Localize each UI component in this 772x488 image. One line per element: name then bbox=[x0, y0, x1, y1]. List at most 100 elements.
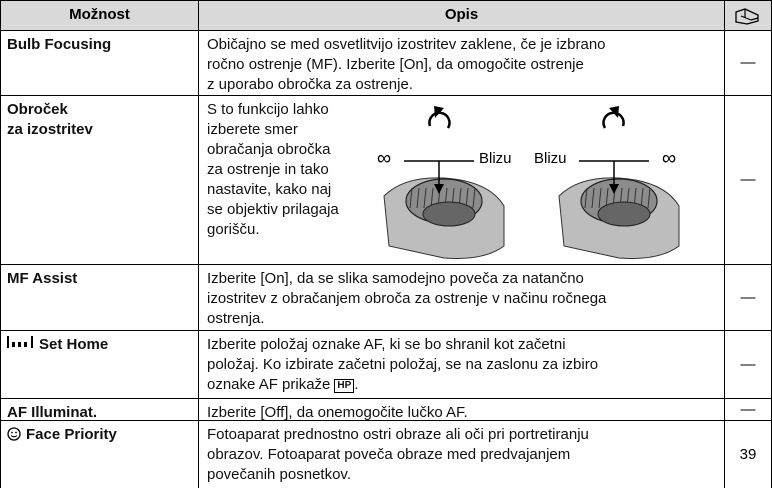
reference-cell: 39 bbox=[724, 420, 772, 488]
af-target-icon bbox=[7, 336, 33, 348]
option-line: MF Assist bbox=[7, 269, 192, 289]
option-line: Obroček bbox=[7, 100, 192, 120]
description-cell: Izberite [Off], da onemogočite lučko AF. bbox=[198, 398, 725, 421]
reference-text: — bbox=[740, 288, 756, 306]
description-text: Fotoaparat prednostno ostri obraze ali o… bbox=[207, 426, 589, 443]
option-text: MF Assist bbox=[7, 270, 78, 287]
reference-text: — bbox=[740, 355, 756, 373]
header-cell: Možnost bbox=[0, 0, 199, 31]
ring-ridge bbox=[472, 187, 476, 209]
description-line: se objektiv prilagaja bbox=[207, 200, 716, 220]
description-line: izberete smer bbox=[207, 120, 716, 140]
reference-cell: — bbox=[724, 30, 772, 96]
option-line: Set Home bbox=[7, 335, 192, 355]
face-icon-svg bbox=[7, 427, 21, 441]
reference-text: — bbox=[740, 400, 756, 418]
description-line: povečanih posnetkov. bbox=[207, 465, 716, 485]
description-line: nastavite, kako naj bbox=[207, 180, 716, 200]
reference-text: — bbox=[740, 54, 756, 71]
ring-ridge bbox=[416, 187, 420, 209]
pointer-arrow bbox=[434, 184, 444, 194]
description-line: ročno ostrenje (MF). Izberite [On], da o… bbox=[207, 55, 716, 75]
option-line: za izostritev bbox=[7, 120, 192, 140]
description-text: S to funkcijo lahko bbox=[207, 101, 329, 118]
header-description: Opis bbox=[444, 6, 479, 23]
description-line: obrazov. Fotoaparat poveča obraze med pr… bbox=[207, 445, 716, 465]
description-text: položaj. Ko izbirate začetni položaj, se… bbox=[207, 356, 599, 373]
description-line: z uporabo obročka za ostrenje. bbox=[207, 75, 716, 95]
reference-cell: — bbox=[724, 398, 772, 421]
description-line: S to funkcijo lahko bbox=[207, 100, 716, 120]
near-label: Blizu bbox=[479, 150, 512, 167]
option-cell: Bulb Focusing bbox=[0, 30, 199, 96]
option-text: Set Home bbox=[39, 336, 109, 353]
header-cell bbox=[724, 0, 772, 31]
description-text: se objektiv prilagaja bbox=[207, 201, 339, 218]
description-text: ostrenja. bbox=[207, 310, 265, 327]
option-cell: AF Illuminat. bbox=[0, 398, 199, 421]
hp-badge: HP bbox=[334, 379, 355, 393]
reference-text: 39 bbox=[739, 445, 757, 463]
description-text: oznake AF prikaže bbox=[207, 376, 331, 393]
lens-front bbox=[597, 201, 651, 227]
af-dots bbox=[12, 342, 27, 347]
option-text: Obroček bbox=[7, 101, 68, 118]
reference-text: — bbox=[740, 171, 756, 188]
infinity-label: ∞ bbox=[377, 147, 391, 169]
description-suffix: . bbox=[354, 376, 359, 393]
description-line: izostritev z obračanjem obroča za ostren… bbox=[207, 289, 716, 309]
option-cell: Face Priority bbox=[0, 420, 199, 488]
description-cell: Običajno se med osvetlitvijo izostritev … bbox=[198, 30, 725, 96]
arrow-head bbox=[434, 106, 444, 118]
description-text: za ostrenje in tako bbox=[207, 161, 329, 178]
description-line: Izberite [Off], da onemogočite lučko AF. bbox=[207, 403, 716, 423]
description-cell: Izberite [On], da se slika samodejno pov… bbox=[198, 264, 725, 331]
option-line: AF Illuminat. bbox=[7, 403, 192, 423]
pointer-arrow bbox=[609, 184, 619, 194]
reference-cell: — bbox=[724, 330, 772, 399]
description-text: ročno ostrenje (MF). Izberite [On], da o… bbox=[207, 56, 584, 73]
description-cell: Fotoaparat prednostno ostri obraze ali o… bbox=[198, 420, 725, 488]
description-cell: S to funkcijo lahko izberete smer obračanj… bbox=[198, 95, 725, 265]
description-line: obračanja obročka bbox=[207, 140, 716, 160]
header-option: Možnost bbox=[69, 6, 130, 23]
description-line: Izberite položaj oznake AF, ki se bo shr… bbox=[207, 335, 716, 355]
description-text: obračanja obročka bbox=[207, 141, 331, 158]
description-line: Izberite [On], da se slika samodejno pov… bbox=[207, 269, 716, 289]
option-text: za izostritev bbox=[7, 121, 93, 138]
description-text: nastavite, kako naj bbox=[207, 181, 332, 198]
rotation-arrow bbox=[602, 111, 625, 129]
description-text: izberete smer bbox=[207, 121, 298, 138]
infinity-label: ∞ bbox=[662, 147, 676, 169]
option-cell: MF Assist bbox=[0, 264, 199, 331]
description-line: položaj. Ko izbirate začetni položaj, se… bbox=[207, 355, 716, 375]
ring-ridge bbox=[584, 187, 588, 209]
option-text: AF Illuminat. bbox=[7, 404, 97, 421]
option-text: Bulb Focusing bbox=[7, 36, 112, 53]
rotation-arrow bbox=[428, 111, 451, 129]
face-icon bbox=[7, 427, 21, 447]
description-text: obrazov. Fotoaparat poveča obraze med pr… bbox=[207, 446, 571, 463]
arrow-head bbox=[609, 106, 619, 118]
ring-ridge bbox=[598, 187, 602, 209]
option-cell: Obroček za izostritev bbox=[0, 95, 199, 265]
ring-ridge bbox=[409, 187, 413, 209]
reference-icon bbox=[735, 8, 759, 25]
description-cell: Izberite položaj oznake AF, ki se bo shr… bbox=[198, 330, 725, 399]
description-text: z uporabo obročka za ostrenje. bbox=[207, 76, 413, 93]
description-text: Običajno se med osvetlitvijo izostritev … bbox=[207, 36, 606, 53]
focus-ring-figure: ∞ Blizu Blizu ∞ bbox=[377, 106, 680, 259]
ring-ridge bbox=[591, 187, 595, 209]
reference-cell: — bbox=[724, 264, 772, 331]
option-line: Face Priority bbox=[7, 425, 192, 447]
description-text: izostritev z obračanjem obroča za ostren… bbox=[207, 290, 607, 307]
description-line: Običajno se med osvetlitvijo izostritev … bbox=[207, 35, 716, 55]
description-line: Fotoaparat prednostno ostri obraze ali o… bbox=[207, 425, 716, 445]
description-text: povečanih posnetkov. bbox=[207, 466, 351, 483]
reference-cell: — bbox=[724, 95, 772, 265]
option-cell: Set Home bbox=[0, 330, 199, 399]
description-line: oznake AF prikaže HP. bbox=[207, 375, 716, 395]
description-line: gorišču. bbox=[207, 220, 716, 240]
lens-front bbox=[422, 201, 476, 227]
description-line: za ostrenje in tako bbox=[207, 160, 716, 180]
